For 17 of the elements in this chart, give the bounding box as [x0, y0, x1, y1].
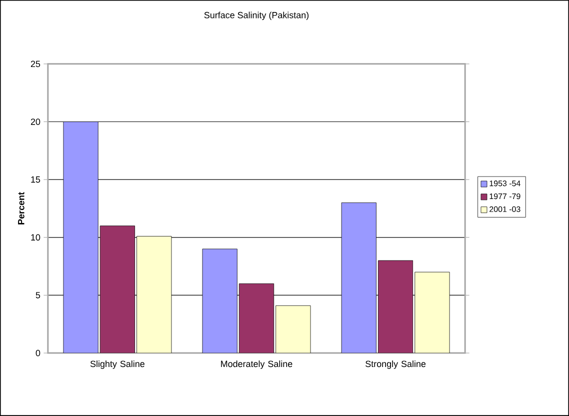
y-tick-label: 0 — [36, 350, 40, 356]
bar — [378, 260, 414, 354]
bar — [414, 272, 450, 354]
y-axis-title: Percent — [18, 192, 24, 224]
y-tick-label: 5 — [36, 292, 40, 298]
bar — [238, 283, 274, 354]
bar — [100, 226, 135, 354]
chart-title: Surface Salinity (Pakistan) — [204, 12, 309, 20]
y-tick-label: 10 — [31, 234, 40, 241]
x-tick-label: Strongly Saline — [366, 360, 426, 369]
x-tick-label: Moderately Saline — [221, 360, 292, 369]
bar — [136, 236, 172, 354]
y-tick-label: 15 — [31, 176, 40, 183]
bar — [276, 305, 311, 354]
y-tick-label: 20 — [30, 118, 40, 125]
y-tick-label: 25 — [30, 60, 40, 68]
x-tick-label: Slighty Saline — [90, 360, 144, 369]
